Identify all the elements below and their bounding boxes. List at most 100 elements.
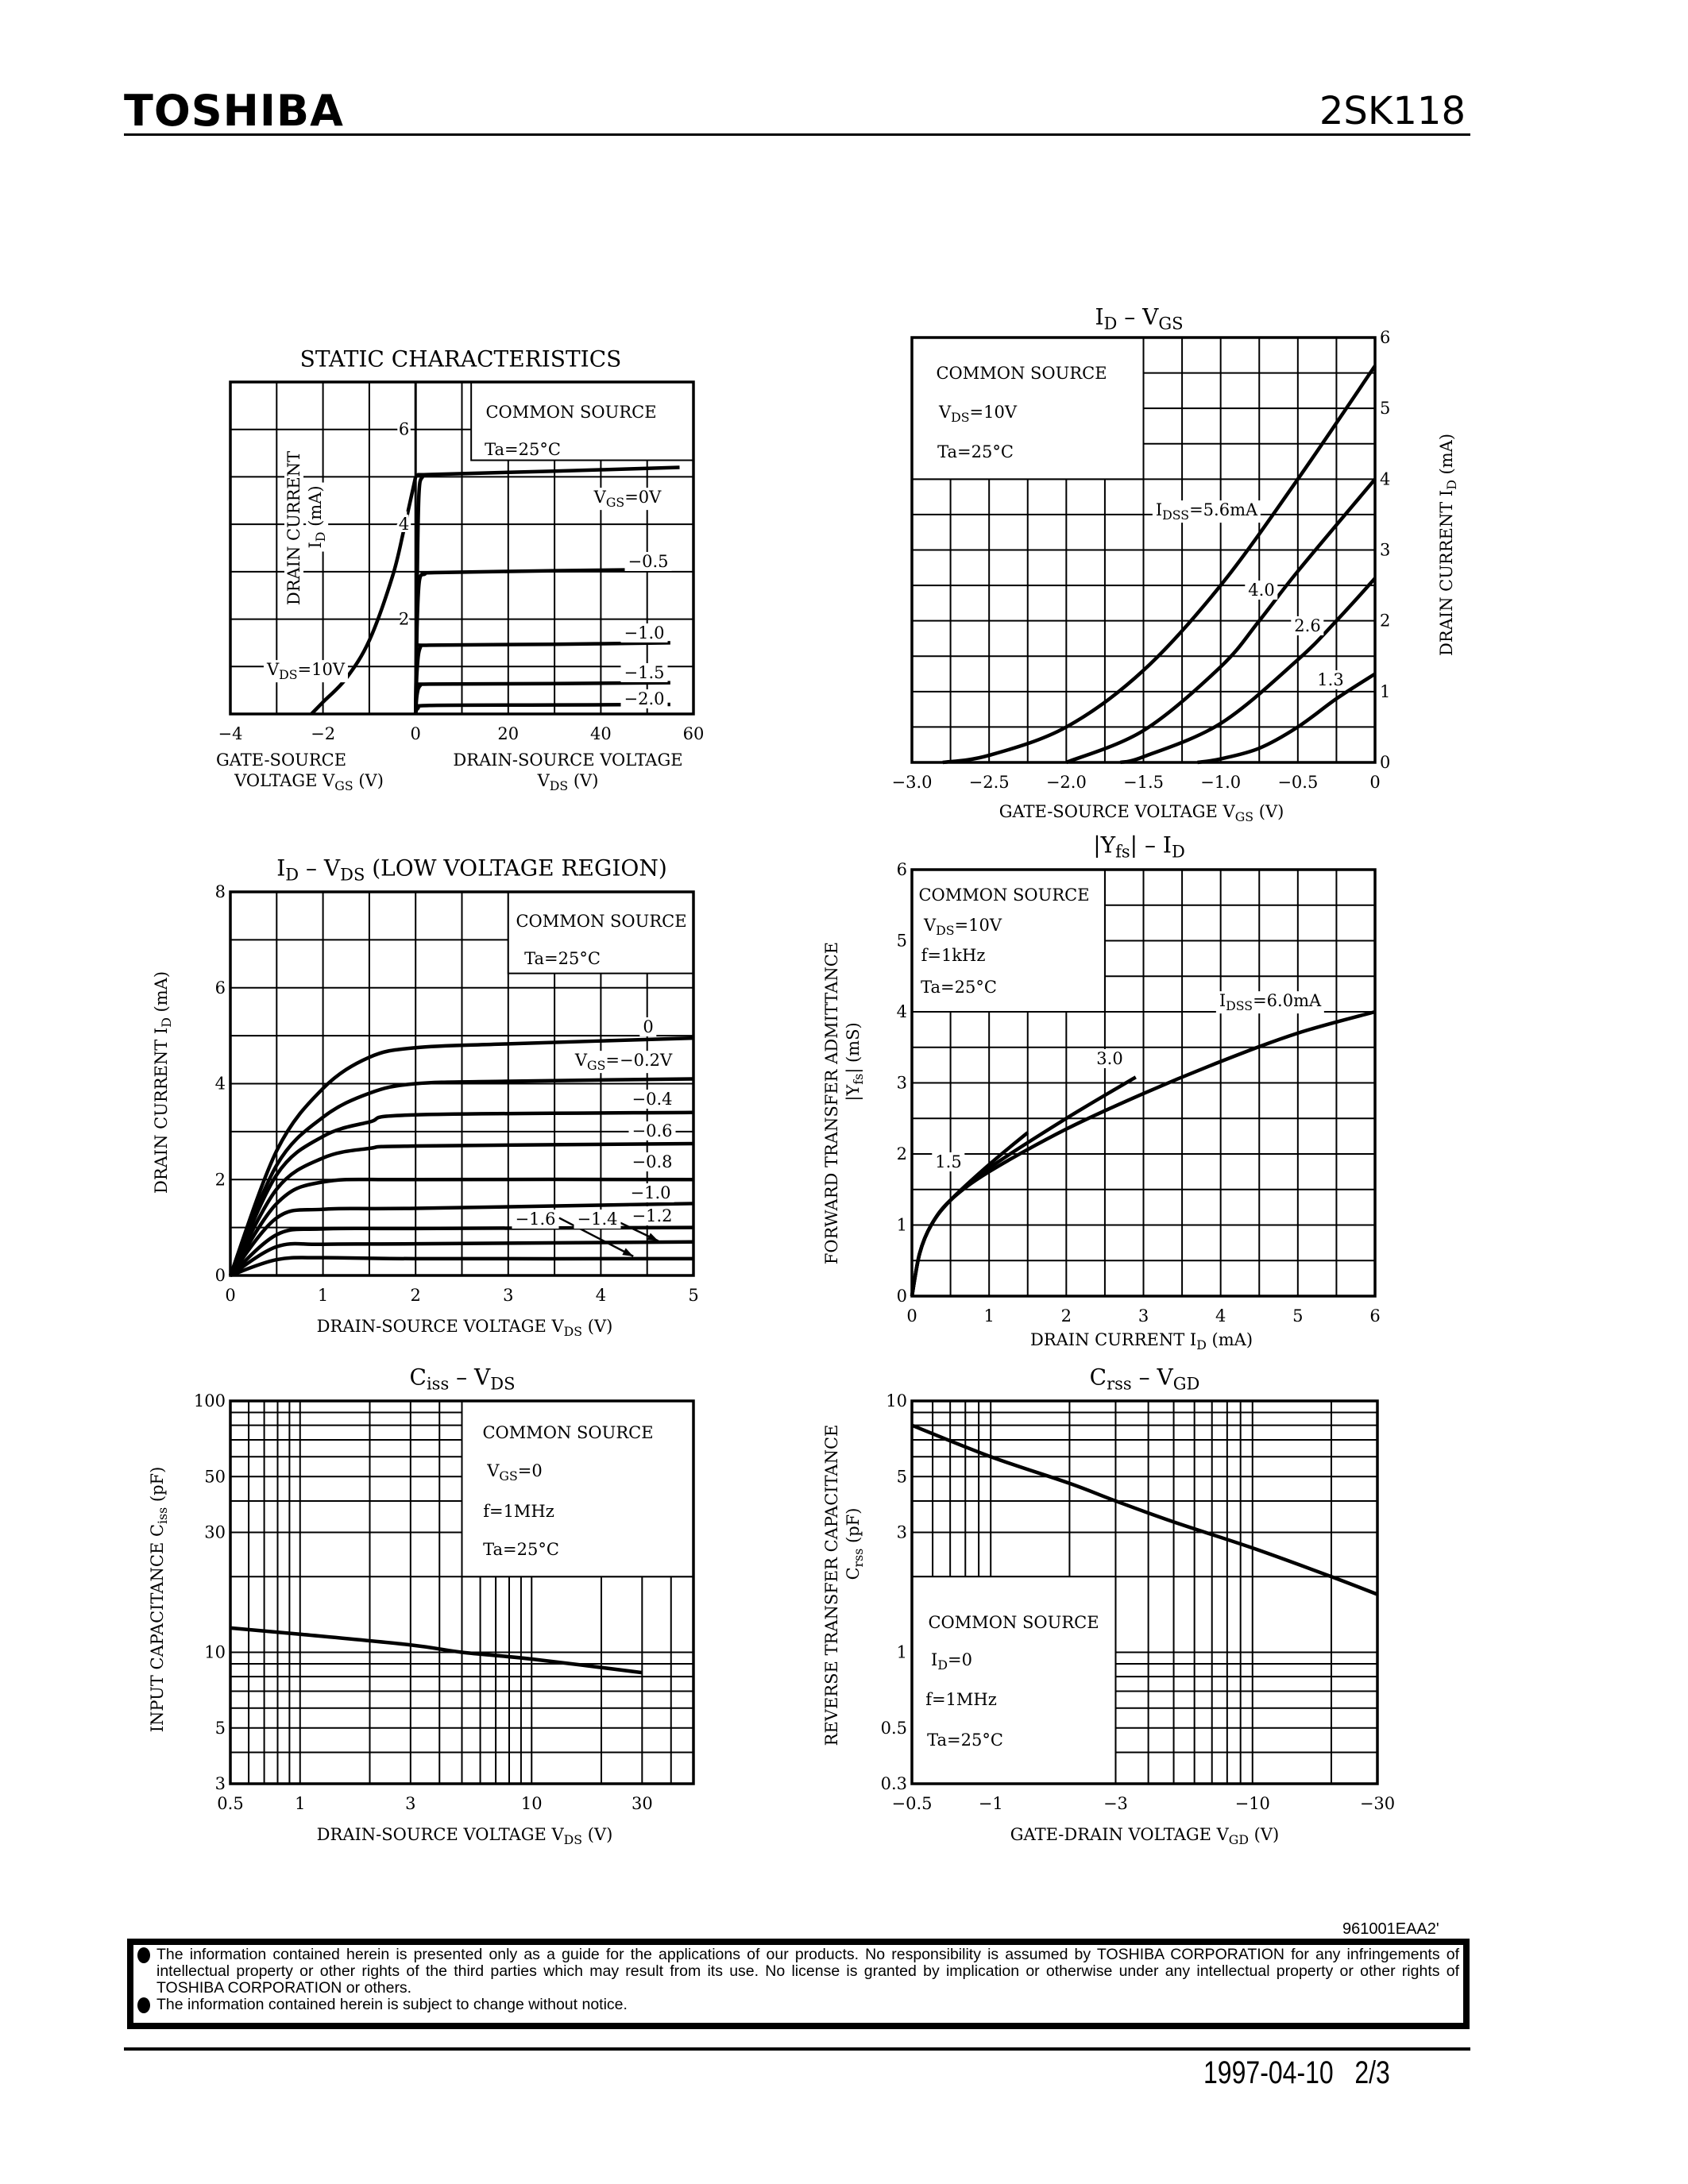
series-curve — [228, 1036, 694, 1276]
y-tick-label: 2 — [1380, 612, 1390, 631]
series-curve — [942, 365, 1377, 765]
series-label: −0.6 — [628, 1121, 676, 1140]
chart-0: −4 −2 0 20 40 60 2 4 6 — [218, 380, 704, 743]
plot-frame — [910, 1399, 1379, 1785]
x-tick-label: 40 — [590, 724, 612, 743]
y-tick-label: 4 — [897, 1002, 907, 1021]
y-tick-label: 5 — [897, 932, 907, 951]
header-divider — [124, 133, 1470, 136]
series-label: 0 — [639, 1017, 657, 1036]
y-tick-label: 30 — [204, 1522, 226, 1542]
x-tick-label: 6 — [1369, 1306, 1380, 1325]
y-tick-label: 6 — [215, 978, 226, 997]
disclaimer-box: The information contained herein is pres… — [127, 1939, 1470, 2029]
series-curve — [230, 1256, 694, 1278]
series-curve — [911, 1423, 1378, 1596]
legend-box — [911, 337, 1145, 480]
y-tick-label: 0 — [1380, 753, 1390, 772]
y-tick-label: 0 — [215, 1266, 226, 1285]
x-tick-label: 3 — [405, 1794, 415, 1813]
x-tick-label: 0 — [411, 724, 421, 743]
series-curve — [413, 567, 670, 715]
y-tick-label: 0.3 — [881, 1774, 907, 1793]
x-tick-label: −2.0 — [1046, 773, 1087, 792]
x-tick-label: −10 — [1235, 1794, 1270, 1813]
chart-3: 0 1 2 3 4 5 6 0 1 2 3 4 5 6 — [897, 860, 1381, 1325]
label-arrow — [558, 1217, 634, 1257]
x-axis-label-right: DRAIN-SOURCE VOLTAGE — [453, 751, 683, 770]
chart-title: |Yfs| – ID — [1093, 832, 1185, 862]
y-tick-label: 5 — [215, 1719, 226, 1738]
series-label: VGS=−0.2V — [571, 1051, 676, 1073]
series-curve — [1065, 477, 1377, 765]
y-tick-label: 3 — [1380, 541, 1390, 560]
disclaimer-text: The information contained herein is subj… — [156, 1996, 628, 2013]
chart-title: ID – VGS — [1095, 303, 1184, 334]
legend-box — [911, 869, 1106, 1013]
x-tick-label: 0.5 — [217, 1794, 243, 1813]
y-tick-label: 10 — [204, 1643, 226, 1662]
y-tick-label: 8 — [215, 882, 226, 901]
x-tick-label: −1.0 — [1200, 773, 1241, 792]
series-curve — [910, 1131, 1029, 1297]
condition-text: COMMON SOURCE — [918, 886, 1090, 905]
x-axis-label: GATE-DRAIN VOLTAGE VGD (V) — [1010, 1825, 1280, 1847]
y-tick-label: 2 — [897, 1144, 907, 1163]
condition-text: Ta=25°C — [921, 978, 997, 997]
chart-title: STATIC CHARACTERISTICS — [299, 345, 622, 372]
x-tick-label: 2 — [411, 1286, 421, 1305]
condition-text: f=1kHz — [921, 946, 986, 965]
x-tick-label: 1 — [983, 1306, 994, 1325]
x-tick-label: 1 — [318, 1286, 328, 1305]
x-tick-label: 4 — [596, 1286, 606, 1305]
condition-text: Ta=25°C — [524, 949, 601, 968]
x-tick-label: 5 — [688, 1286, 698, 1305]
disclaimer-item: The information contained herein is pres… — [137, 1947, 1459, 1997]
series-label: 1.3 — [1314, 670, 1347, 689]
series-label: IDSS=5.6mA — [1152, 500, 1261, 523]
y-tick-label: 3 — [215, 1774, 226, 1793]
footer-divider — [124, 2047, 1470, 2051]
series-label: VGS=0V — [590, 488, 665, 510]
y-tick-label: 100 — [194, 1391, 226, 1410]
toshiba-logo: TOSHIBA — [124, 86, 344, 136]
x-axis-label: DRAIN-SOURCE VOLTAGE VDS (V) — [316, 1317, 613, 1339]
x-tick-label: 1 — [295, 1794, 305, 1813]
disclaimer-text: The information contained herein is pres… — [156, 1946, 1459, 1997]
condition-text: Ta=25°C — [483, 1540, 559, 1559]
x-tick-label: −30 — [1360, 1794, 1395, 1813]
plot-frame — [229, 380, 695, 716]
condition-text: Ta=25°C — [485, 440, 561, 459]
y-tick-label: 10 — [886, 1391, 907, 1410]
x-axis-label: GATE-SOURCE VOLTAGE VGS (V) — [999, 802, 1284, 824]
y-tick-label: 3 — [897, 1074, 907, 1093]
x-tick-label: 20 — [497, 724, 519, 743]
series-label: VDS=10V — [263, 660, 349, 682]
x-tick-label: −4 — [218, 724, 243, 743]
page-number: 2/3 — [1354, 2055, 1390, 2090]
series-label: 1.5 — [932, 1152, 965, 1171]
x-tick-label: 0 — [225, 1286, 235, 1305]
condition-text: Ta=25°C — [927, 1731, 1003, 1750]
series-label: −1.4 — [574, 1210, 621, 1229]
series-label: 4.0 — [1245, 581, 1278, 600]
disclaimer-item: The information contained herein is subj… — [137, 1997, 1459, 2013]
x-tick-label: −1.5 — [1123, 773, 1164, 792]
y-axis-label: REVERSE TRANSFER CAPACITANCE — [822, 1424, 841, 1746]
chart-1: −3.0 −2.5 −2.0 −1.5 −1.0 −0.5 00 1 2 3 4 5 6 — [892, 328, 1391, 792]
chart-title: ID – VDS (LOW VOLTAGE REGION) — [276, 855, 667, 885]
arrowhead-icon — [622, 1248, 634, 1256]
series-curve — [310, 476, 418, 716]
plot-frame — [910, 336, 1377, 764]
x-tick-label: −0.5 — [892, 1794, 933, 1813]
y-tick-label: 6 — [399, 420, 409, 439]
x-tick-label: −2 — [311, 724, 335, 743]
x-tick-label: 3 — [1138, 1306, 1149, 1325]
condition-text: COMMON SOURCE — [516, 912, 687, 931]
y-tick-label: 4 — [215, 1075, 226, 1094]
condition-text: VDS=10V — [923, 916, 1002, 938]
arrowhead-icon — [647, 1233, 659, 1241]
series-label: −0.5 — [624, 552, 672, 571]
series-curve — [1197, 672, 1377, 765]
